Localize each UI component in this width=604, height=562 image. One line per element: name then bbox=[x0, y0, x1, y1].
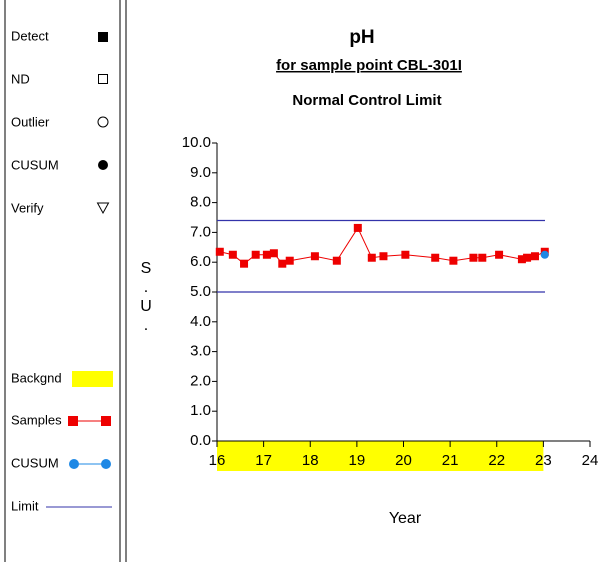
legend-label: ND bbox=[11, 71, 30, 86]
legend-icon bbox=[68, 416, 78, 426]
sample-point bbox=[367, 253, 376, 262]
sample-point bbox=[228, 250, 237, 259]
sample-point bbox=[530, 252, 539, 261]
sample-point bbox=[251, 250, 260, 259]
y-tick-label: 0.0 bbox=[190, 432, 211, 449]
x-tick-label: 22 bbox=[488, 452, 505, 469]
y-tick-label: 8.0 bbox=[190, 194, 211, 211]
legend-label: Backgnd bbox=[11, 370, 62, 385]
sample-point bbox=[523, 253, 532, 262]
sample-point bbox=[310, 252, 319, 261]
sample-point bbox=[401, 250, 410, 259]
x-tick-label: 16 bbox=[209, 452, 226, 469]
legend-icon bbox=[69, 459, 79, 469]
x-tick-label: 24 bbox=[582, 452, 599, 469]
sample-point bbox=[379, 252, 388, 261]
sample-point bbox=[353, 223, 362, 232]
sample-point bbox=[449, 256, 458, 265]
legend-label: CUSUM bbox=[11, 157, 59, 172]
y-tick-label: 5.0 bbox=[190, 283, 211, 300]
sample-point bbox=[215, 247, 224, 256]
sample-point bbox=[517, 255, 526, 264]
legend-label: Detect bbox=[11, 28, 49, 43]
legend-icon bbox=[98, 32, 108, 42]
background-band bbox=[217, 441, 544, 471]
sample-point bbox=[478, 253, 487, 262]
legend-label: Verify bbox=[11, 200, 44, 215]
x-tick-label: 17 bbox=[255, 452, 272, 469]
y-tick-label: 1.0 bbox=[190, 402, 211, 419]
legend-icon bbox=[97, 116, 109, 128]
legend-label: Samples bbox=[11, 412, 62, 427]
x-axis-label: Year bbox=[389, 510, 422, 527]
x-tick-label: 20 bbox=[395, 452, 412, 469]
y-tick-label: 6.0 bbox=[190, 253, 211, 270]
legend-icon bbox=[101, 459, 111, 469]
x-tick-label: 18 bbox=[302, 452, 319, 469]
y-tick-label: 9.0 bbox=[190, 164, 211, 181]
chart-subtitle: for sample point CBL-301I bbox=[276, 57, 462, 74]
sample-point bbox=[431, 253, 440, 262]
y-tick-label: 2.0 bbox=[190, 372, 211, 389]
sample-point bbox=[469, 253, 478, 262]
legend-label: Outlier bbox=[11, 114, 50, 129]
sample-point bbox=[285, 256, 294, 265]
limit-title: Normal Control Limit bbox=[292, 92, 441, 109]
y-tick-label: 3.0 bbox=[190, 343, 211, 360]
legend-icon bbox=[101, 416, 111, 426]
legend-label: CUSUM bbox=[11, 455, 59, 470]
sample-point bbox=[240, 259, 249, 268]
sample-point bbox=[269, 249, 278, 258]
sample-point bbox=[332, 256, 341, 265]
legend-label: Limit bbox=[11, 498, 39, 513]
chart-title: pH bbox=[349, 27, 374, 48]
legend-icon bbox=[72, 371, 113, 387]
y-axis-label: S.U. bbox=[138, 260, 155, 336]
y-tick-label: 10.0 bbox=[182, 134, 211, 151]
x-tick-label: 23 bbox=[535, 452, 552, 469]
sample-point bbox=[262, 250, 271, 259]
y-tick-label: 7.0 bbox=[190, 223, 211, 240]
y-tick-label: 4.0 bbox=[190, 313, 211, 330]
cusum-point bbox=[540, 250, 549, 259]
sample-point bbox=[278, 259, 287, 268]
legend-icon bbox=[98, 160, 108, 170]
legend-icon bbox=[96, 202, 110, 215]
sample-point bbox=[495, 250, 504, 259]
x-tick-label: 21 bbox=[442, 452, 459, 469]
x-tick-label: 19 bbox=[349, 452, 366, 469]
legend-icon bbox=[98, 74, 108, 84]
